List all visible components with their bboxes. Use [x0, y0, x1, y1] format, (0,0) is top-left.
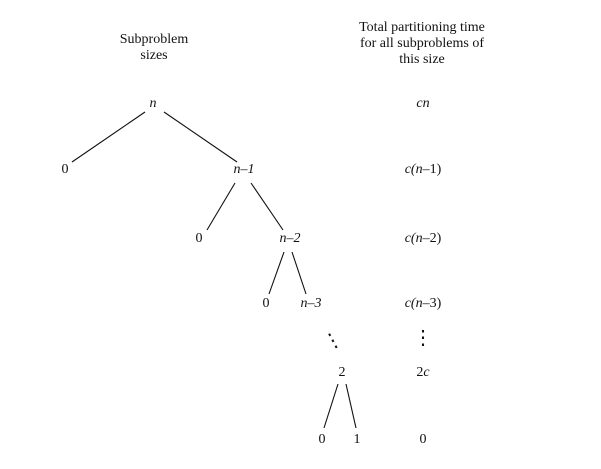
partitioning-time-header: Total partitioning time for all subprobl… [338, 20, 506, 68]
cost-level0: cn [416, 96, 430, 111]
edge-n-1-to-n-2 [250, 182, 284, 231]
header-line: sizes [140, 48, 168, 63]
cost-vdots: ⋮ [413, 327, 433, 349]
node-2: 2 [338, 365, 346, 380]
edge-n-2-to-n-3 [291, 251, 307, 295]
cost-level3: c(n–3) [404, 296, 442, 311]
node-n: n [149, 96, 157, 111]
cost-level4: 2c [416, 365, 430, 380]
node-leaf-1: 1 [353, 432, 361, 447]
node-level2-left: 0 [195, 231, 203, 246]
node-level3-left: 0 [262, 296, 270, 311]
cost-level2: c(n–2) [404, 231, 442, 246]
edge-n-to-0 [71, 111, 146, 163]
header-line: Subproblem [119, 32, 189, 47]
node-level1-left: 0 [61, 162, 69, 177]
edge-n-2-to-0 [268, 251, 285, 295]
cost-level1: c(n–1) [404, 162, 442, 177]
cost-leaves: 0 [419, 432, 427, 447]
header-line: for all subproblems of [359, 36, 485, 51]
header-line: Total partitioning time [359, 20, 485, 35]
edge-2-to-0 [323, 383, 339, 429]
edge-n-1-to-0 [206, 182, 236, 231]
node-n-minus-3: n–3 [300, 296, 322, 311]
subproblem-sizes-header: Subproblem sizes [100, 32, 208, 64]
node-n-minus-1: n–1 [233, 162, 255, 177]
edge-n-to-n-1 [163, 111, 238, 163]
node-leaf-0: 0 [318, 432, 326, 447]
header-line: this size [399, 52, 445, 67]
edge-2-to-1 [345, 383, 357, 429]
node-n-minus-2: n–2 [279, 231, 301, 246]
